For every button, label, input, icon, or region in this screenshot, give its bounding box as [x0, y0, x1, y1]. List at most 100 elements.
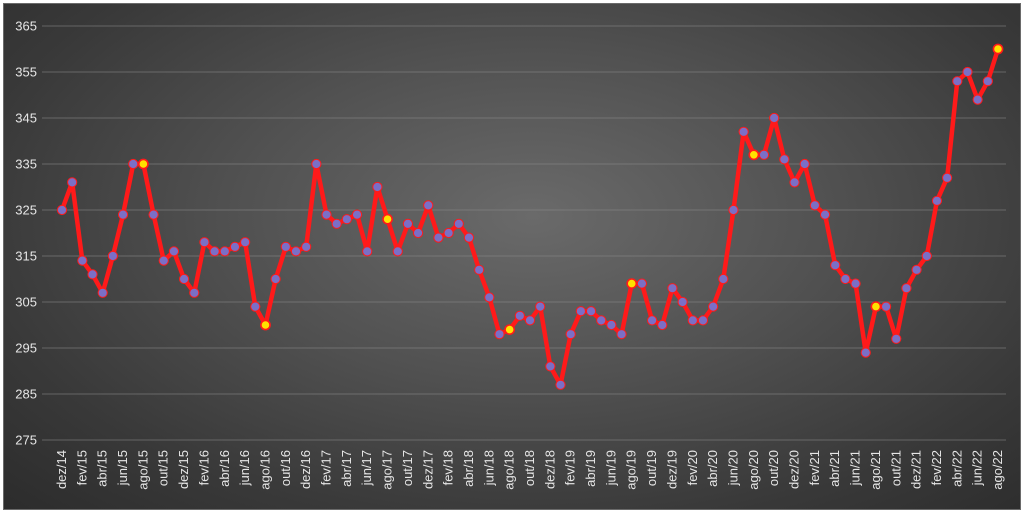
data-point [341, 214, 352, 225]
data-point [758, 149, 770, 160]
x-tick-label: ago/16 [257, 450, 272, 490]
x-tick-label: out/18 [522, 450, 537, 486]
x-tick-label: jun/18 [481, 450, 496, 486]
y-tick-label: 345 [15, 111, 37, 126]
data-point [87, 269, 98, 280]
data-point [952, 76, 963, 87]
highlighted-data-point [260, 319, 271, 331]
data-point [77, 255, 88, 266]
data-point [789, 177, 800, 188]
x-tick-label: abr/21 [827, 450, 842, 487]
x-tick-label: fev/18 [441, 450, 456, 485]
y-axis-ticks: 275 285 295 305 315 325 335 345 355 365 [15, 19, 37, 448]
data-point [962, 66, 973, 78]
x-tick-label: abr/19 [583, 450, 598, 487]
y-tick-label: 305 [15, 295, 37, 310]
y-tick-label: 335 [15, 157, 37, 172]
data-point [392, 246, 403, 257]
data-point [972, 94, 983, 105]
data-point [148, 209, 159, 220]
data-point [331, 218, 342, 229]
data-point [107, 250, 118, 262]
x-tick-label: jun/21 [848, 450, 863, 486]
data-point [667, 283, 678, 294]
data-point [351, 209, 363, 220]
x-tick-label: out/16 [278, 450, 293, 486]
data-point [555, 379, 566, 390]
x-tick-label: dez/14 [54, 450, 69, 489]
data-point [290, 246, 302, 257]
y-tick-label: 315 [15, 249, 37, 264]
x-tick-label: fev/20 [685, 450, 700, 485]
x-tick-label: abr/20 [705, 450, 720, 487]
data-point [565, 329, 576, 340]
data-point [240, 237, 251, 248]
x-tick-label: fev/21 [807, 450, 822, 485]
x-tick-label: out/17 [400, 450, 415, 486]
x-tick-label: dez/19 [664, 450, 679, 489]
data-point [453, 218, 464, 229]
x-tick-label: ago/15 [135, 450, 150, 490]
x-tick-label: jun/16 [237, 450, 252, 486]
x-axis-ticks: dez/14 fev/15 abr/15 jun/15 ago/15 out/15 dez/… [54, 450, 1005, 490]
x-tick-label: abr/16 [217, 450, 232, 487]
x-tick-label: abr/15 [95, 450, 110, 487]
gridlines [42, 25, 1006, 441]
data-point [67, 177, 78, 188]
data-point [616, 329, 627, 340]
x-tick-label: out/21 [888, 450, 903, 486]
data-point [250, 301, 261, 312]
data-point [158, 255, 169, 266]
data-point [901, 283, 912, 294]
data-point [911, 264, 922, 275]
data-point [850, 278, 861, 289]
data-point [840, 273, 851, 285]
x-tick-label: ago/22 [990, 450, 1005, 490]
x-tick-label: fev/22 [929, 450, 944, 485]
data-point [199, 237, 210, 248]
data-point [728, 204, 739, 216]
data-point [657, 319, 668, 331]
data-point [494, 329, 505, 340]
data-point [311, 158, 322, 170]
data-point [718, 273, 729, 285]
data-point [189, 287, 200, 298]
y-tick-label: 275 [15, 433, 37, 448]
highlighted-data-point [626, 278, 638, 289]
data-point [575, 306, 586, 317]
data-point [362, 246, 373, 257]
x-tick-label: fev/15 [74, 450, 89, 485]
data-point [677, 296, 688, 308]
data-point [809, 200, 820, 211]
data-point [463, 232, 475, 243]
x-tick-label: dez/21 [909, 450, 924, 489]
chart-area: 275 285 295 305 315 325 335 345 355 365 dez/14 fev… [3, 3, 1021, 510]
x-tick-label: abr/22 [949, 450, 964, 487]
data-point [697, 315, 709, 326]
data-point [708, 301, 719, 312]
x-tick-label: ago/21 [868, 450, 883, 490]
x-tick-label: jun/19 [603, 450, 618, 486]
data-point [97, 287, 108, 298]
line-chart: 275 285 295 305 315 325 335 345 355 365 dez/14 fev… [15, 19, 1006, 490]
data-point [128, 158, 139, 170]
data-point [921, 250, 932, 262]
data-point [219, 246, 230, 257]
data-point [982, 76, 993, 87]
series-line [59, 46, 1001, 388]
data-point [596, 315, 607, 326]
x-tick-label: dez/15 [176, 450, 191, 489]
x-tick-label: dez/16 [298, 450, 313, 489]
x-tick-label: jun/15 [115, 450, 130, 486]
y-tick-label: 355 [15, 65, 37, 80]
data-point [484, 292, 495, 303]
data-point [880, 301, 892, 312]
x-tick-label: ago/17 [380, 450, 395, 490]
highlighted-data-point [504, 324, 516, 335]
x-tick-label: jun/17 [359, 450, 374, 486]
data-point [514, 310, 525, 321]
data-point [270, 273, 281, 285]
data-point [891, 333, 902, 344]
data-point [229, 241, 241, 252]
x-tick-label: ago/18 [502, 450, 517, 490]
